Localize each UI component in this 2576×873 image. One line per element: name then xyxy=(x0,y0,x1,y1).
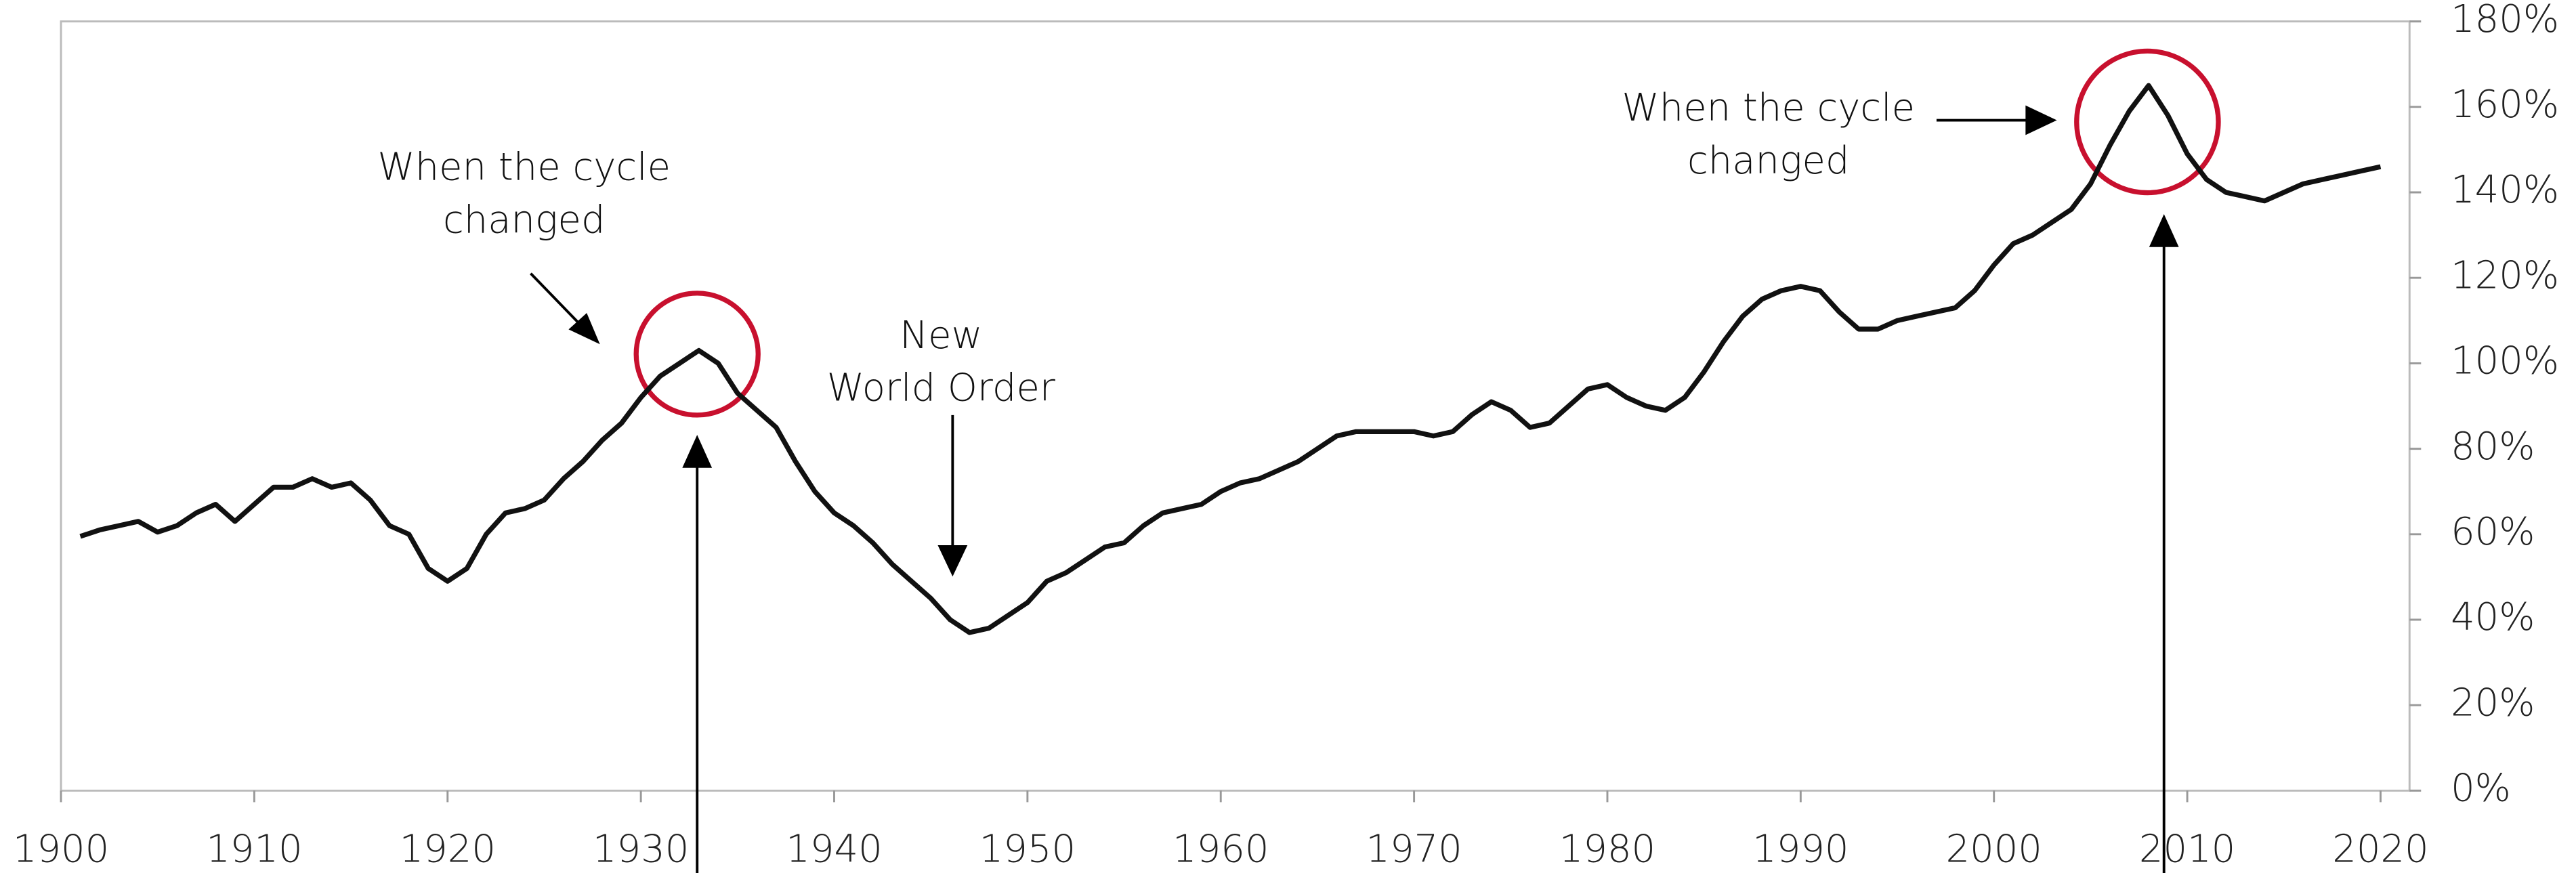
x-tick-label: 1930 xyxy=(593,828,689,872)
highlight-circle xyxy=(633,291,761,418)
x-tick-label: 1940 xyxy=(786,828,882,872)
x-tick-label: 1990 xyxy=(1752,828,1849,872)
annotation: When the cycle xyxy=(377,146,671,190)
x-tick-label: 1910 xyxy=(206,828,302,872)
arrowhead xyxy=(568,313,600,345)
arrowhead xyxy=(2025,105,2057,135)
highlight-circle xyxy=(2074,48,2221,196)
y-tick-label: 120% xyxy=(2451,253,2559,297)
y-tick-label: 140% xyxy=(2451,168,2559,212)
y-tick-label: 180% xyxy=(2451,0,2559,41)
arrowhead xyxy=(937,545,968,577)
annotation: changed xyxy=(443,198,605,242)
plot-frame xyxy=(60,20,2411,792)
data-line xyxy=(79,83,2382,635)
x-tick-label: 1950 xyxy=(979,828,1076,872)
x-tick-label: 1970 xyxy=(1366,828,1462,872)
annotation: New xyxy=(900,314,982,358)
y-tick-label: 100% xyxy=(2451,339,2559,383)
x-tick-label: 1920 xyxy=(400,828,496,872)
y-tick-label: 40% xyxy=(2451,595,2535,639)
arrowhead xyxy=(2149,214,2179,247)
y-tick-label: 60% xyxy=(2451,510,2535,554)
x-tick-label: 1900 xyxy=(13,828,109,872)
annotation: changed xyxy=(1687,139,1849,183)
x-tick-label: 2010 xyxy=(2139,828,2235,872)
y-tick-label: 80% xyxy=(2451,425,2535,469)
x-tick-label: 2020 xyxy=(2332,828,2428,872)
annotation: When the cycle xyxy=(1622,86,1915,130)
y-tick-label: 0% xyxy=(2451,767,2511,811)
y-tick-label: 160% xyxy=(2451,83,2559,127)
y-tick-label: 20% xyxy=(2451,681,2535,725)
annotation: World Order xyxy=(827,366,1055,410)
arrowhead xyxy=(682,435,713,468)
arrow xyxy=(530,272,581,326)
x-tick-label: 1980 xyxy=(1559,828,1655,872)
x-tick-label: 1960 xyxy=(1173,828,1269,872)
x-tick-label: 2000 xyxy=(1946,828,2042,872)
